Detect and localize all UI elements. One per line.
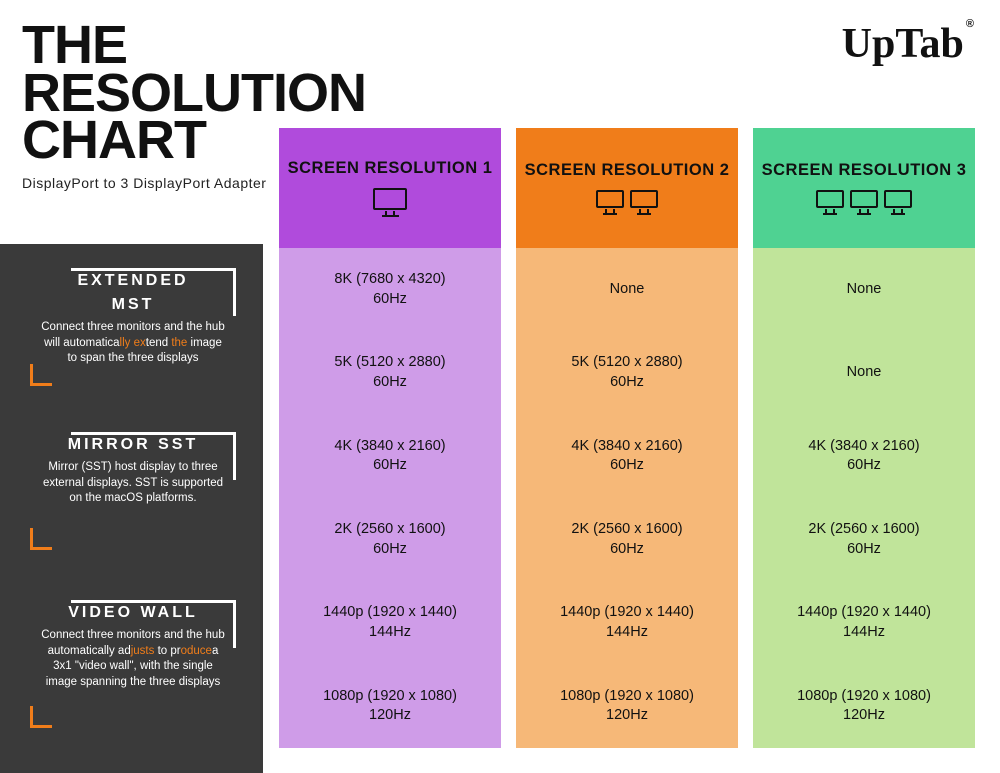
monitor-icons <box>373 188 407 217</box>
column-header: SCREEN RESOLUTION 2 <box>516 128 738 248</box>
mode-title: EXTENDED <box>34 272 232 290</box>
column-body: None5K (5120 x 2880)60Hz4K (3840 x 2160)… <box>516 248 738 748</box>
monitor-icon <box>630 190 658 215</box>
logo-text: UpTab <box>842 21 964 67</box>
resolution-cell: 4K (3840 x 2160)60Hz <box>279 415 501 498</box>
mode-title: MIRROR SST <box>34 436 232 454</box>
resolution-cell: 2K (2560 x 1600)60Hz <box>753 498 975 581</box>
resolution-label: 1080p (1920 x 1080) <box>323 687 457 707</box>
resolution-label: 2K (2560 x 1600) <box>334 520 445 540</box>
refresh-rate: 60Hz <box>847 540 881 560</box>
column-body: 8K (7680 x 4320)60Hz5K (5120 x 2880)60Hz… <box>279 248 501 748</box>
resolution-cell: 2K (2560 x 1600)60Hz <box>279 498 501 581</box>
resolution-label: 1440p (1920 x 1440) <box>797 603 931 623</box>
mode-card-2: VIDEO WALL Connect three monitors and the… <box>34 604 232 724</box>
resolution-cell: 5K (5120 x 2880)60Hz <box>516 331 738 414</box>
column-title: SCREEN RESOLUTION 2 <box>525 161 730 180</box>
monitor-icon <box>884 190 912 215</box>
resolution-cell: 1080p (1920 x 1080)120Hz <box>279 665 501 748</box>
refresh-rate: 60Hz <box>373 373 407 393</box>
monitor-icons <box>816 190 912 215</box>
resolution-cell: 2K (2560 x 1600)60Hz <box>516 498 738 581</box>
resolution-cell: None <box>753 248 975 331</box>
refresh-rate: 120Hz <box>606 706 648 726</box>
refresh-rate: 120Hz <box>843 706 885 726</box>
resolution-label: 2K (2560 x 1600) <box>808 520 919 540</box>
column-title: SCREEN RESOLUTION 3 <box>762 161 967 180</box>
resolution-label: 4K (3840 x 2160) <box>571 437 682 457</box>
resolution-cell: None <box>753 331 975 414</box>
resolution-cell: 4K (3840 x 2160)60Hz <box>516 415 738 498</box>
resolution-cell: 5K (5120 x 2880)60Hz <box>279 331 501 414</box>
mode-description: Mirror (SST) host display to three exter… <box>34 460 232 507</box>
resolution-column-2: SCREEN RESOLUTION 2None5K (5120 x 2880)6… <box>516 128 738 748</box>
mode-description: Connect three monitors and the hub will … <box>34 320 232 367</box>
resolution-cell: 1080p (1920 x 1080)120Hz <box>516 665 738 748</box>
resolution-label: 4K (3840 x 2160) <box>334 437 445 457</box>
resolution-label: None <box>847 363 882 383</box>
refresh-rate: 144Hz <box>369 623 411 643</box>
monitor-icon <box>816 190 844 215</box>
mode-title-2: MST <box>34 296 232 314</box>
mode-card-0: EXTENDED MST Connect three monitors and th… <box>34 272 232 382</box>
resolution-cell: 8K (7680 x 4320)60Hz <box>279 248 501 331</box>
column-body: NoneNone4K (3840 x 2160)60Hz2K (2560 x 1… <box>753 248 975 748</box>
mode-card-1: MIRROR SST Mirror (SST) host display to t… <box>34 436 232 546</box>
monitor-icons <box>596 190 658 215</box>
refresh-rate: 60Hz <box>610 456 644 476</box>
refresh-rate: 60Hz <box>610 373 644 393</box>
resolution-label: 8K (7680 x 4320) <box>334 270 445 290</box>
resolution-label: 5K (5120 x 2880) <box>571 353 682 373</box>
refresh-rate: 60Hz <box>847 456 881 476</box>
refresh-rate: 60Hz <box>373 540 407 560</box>
resolution-cell: 1080p (1920 x 1080)120Hz <box>753 665 975 748</box>
resolution-cell: None <box>516 248 738 331</box>
resolution-cell: 1440p (1920 x 1440)144Hz <box>753 581 975 664</box>
monitor-icon <box>850 190 878 215</box>
resolution-label: 1440p (1920 x 1440) <box>560 603 694 623</box>
mode-title: VIDEO WALL <box>34 604 232 622</box>
resolution-label: 2K (2560 x 1600) <box>571 520 682 540</box>
resolution-label: 1440p (1920 x 1440) <box>323 603 457 623</box>
resolution-column-1: SCREEN RESOLUTION 18K (7680 x 4320)60Hz5… <box>279 128 501 748</box>
resolution-cell: 4K (3840 x 2160)60Hz <box>753 415 975 498</box>
refresh-rate: 144Hz <box>843 623 885 643</box>
column-header: SCREEN RESOLUTION 1 <box>279 128 501 248</box>
refresh-rate: 60Hz <box>373 290 407 310</box>
resolution-label: 1080p (1920 x 1080) <box>797 687 931 707</box>
resolution-label: 4K (3840 x 2160) <box>808 437 919 457</box>
refresh-rate: 60Hz <box>610 540 644 560</box>
monitor-icon <box>596 190 624 215</box>
resolution-cell: 1440p (1920 x 1440)144Hz <box>279 581 501 664</box>
resolution-cell: 1440p (1920 x 1440)144Hz <box>516 581 738 664</box>
resolution-label: 1080p (1920 x 1080) <box>560 687 694 707</box>
registered-mark: ® <box>966 18 974 30</box>
resolution-label: None <box>847 280 882 300</box>
mode-description: Connect three monitors and the hub autom… <box>34 628 232 690</box>
column-header: SCREEN RESOLUTION 3 <box>753 128 975 248</box>
brand-logo: UpTab® <box>842 20 972 68</box>
refresh-rate: 60Hz <box>373 456 407 476</box>
resolution-label: None <box>610 280 645 300</box>
refresh-rate: 120Hz <box>369 706 411 726</box>
resolution-column-3: SCREEN RESOLUTION 3 None None 4K (3840 x 21… <box>753 128 975 748</box>
monitor-icon <box>373 188 407 217</box>
refresh-rate: 144Hz <box>606 623 648 643</box>
column-title: SCREEN RESOLUTION 1 <box>288 159 493 178</box>
resolution-label: 5K (5120 x 2880) <box>334 353 445 373</box>
